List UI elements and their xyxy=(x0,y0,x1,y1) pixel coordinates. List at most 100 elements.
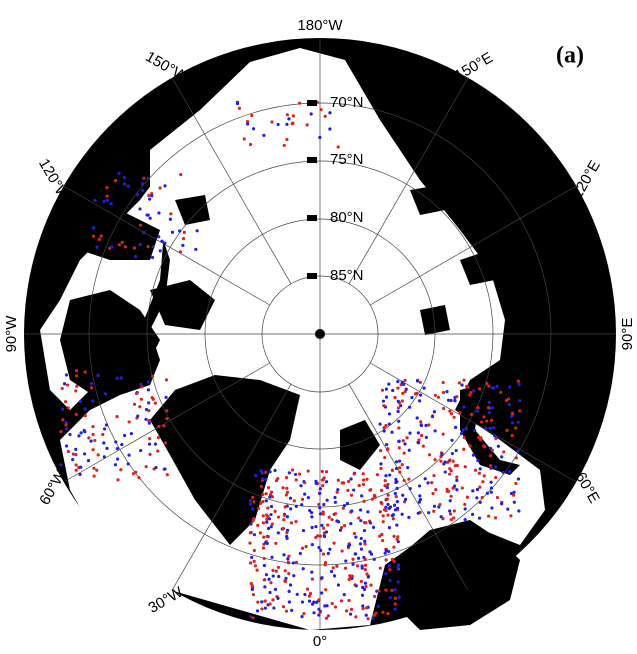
dot xyxy=(290,608,294,612)
dot xyxy=(396,563,401,567)
dot xyxy=(181,237,186,241)
siberian-islands xyxy=(410,185,495,335)
dot xyxy=(359,519,363,523)
dot xyxy=(347,577,351,582)
dot xyxy=(372,557,376,561)
dot xyxy=(127,453,131,457)
dot xyxy=(282,553,286,557)
dot xyxy=(312,600,316,604)
dot xyxy=(250,113,254,118)
dot xyxy=(377,589,381,593)
dot xyxy=(285,113,289,117)
dot xyxy=(269,581,273,585)
dot xyxy=(502,450,506,454)
dot xyxy=(261,492,265,497)
dot xyxy=(445,487,449,491)
dot xyxy=(89,386,94,390)
dot xyxy=(248,615,253,619)
dot xyxy=(468,444,472,448)
dot xyxy=(365,477,369,481)
dot xyxy=(509,514,513,518)
dot xyxy=(266,486,271,490)
dot xyxy=(381,539,385,543)
dot xyxy=(385,448,390,452)
dot xyxy=(284,476,289,480)
dot xyxy=(342,523,347,528)
dot xyxy=(321,484,325,488)
dot xyxy=(485,381,489,386)
dot xyxy=(305,123,309,127)
dot xyxy=(251,495,255,500)
dot xyxy=(294,520,298,524)
dot xyxy=(181,243,185,247)
dot xyxy=(396,535,400,539)
dot xyxy=(281,605,286,609)
dot xyxy=(306,495,310,500)
dot xyxy=(345,501,350,506)
dot xyxy=(354,535,358,539)
dot xyxy=(388,578,392,583)
dot xyxy=(403,390,407,394)
dot xyxy=(64,444,69,448)
dot xyxy=(385,443,389,447)
dot xyxy=(495,495,500,500)
dot xyxy=(368,550,372,554)
dot xyxy=(168,217,172,221)
dot xyxy=(335,490,339,494)
dot xyxy=(423,477,427,481)
dot xyxy=(147,442,152,446)
svalbard xyxy=(340,420,380,470)
dot xyxy=(318,512,323,516)
dot xyxy=(400,380,404,384)
dot xyxy=(490,448,494,452)
dot xyxy=(263,585,267,589)
dot xyxy=(439,454,443,459)
dot xyxy=(318,506,322,510)
dot xyxy=(518,409,522,413)
dot xyxy=(170,230,175,234)
dot xyxy=(282,518,286,522)
dot xyxy=(352,488,356,492)
dot xyxy=(315,600,319,604)
dot xyxy=(79,431,83,435)
dot xyxy=(353,552,357,556)
dot xyxy=(407,405,412,409)
dot xyxy=(501,470,505,474)
dot xyxy=(250,555,254,560)
dot xyxy=(462,378,466,382)
dot xyxy=(387,412,392,416)
dot xyxy=(320,576,324,580)
dot xyxy=(93,198,97,203)
dot xyxy=(397,426,401,430)
dot xyxy=(258,531,262,535)
dot xyxy=(397,439,401,443)
dot xyxy=(344,559,348,563)
dot xyxy=(136,414,140,418)
dot xyxy=(418,393,423,397)
dot xyxy=(394,466,399,471)
dot xyxy=(396,580,400,584)
dot xyxy=(99,234,103,238)
latitude-tick xyxy=(307,157,317,163)
dot xyxy=(255,568,259,572)
dot xyxy=(251,519,255,523)
dot xyxy=(91,448,95,452)
dot xyxy=(381,520,385,524)
dot xyxy=(148,452,152,456)
dot xyxy=(132,246,136,250)
dot xyxy=(395,486,399,490)
dot xyxy=(454,425,458,429)
dot xyxy=(324,470,329,474)
dot xyxy=(388,595,392,600)
dot xyxy=(165,409,169,413)
dot xyxy=(248,502,253,506)
dot xyxy=(506,397,511,401)
dot xyxy=(485,491,489,495)
dot xyxy=(300,600,305,604)
dot xyxy=(500,455,504,459)
dot xyxy=(472,389,476,393)
greenland xyxy=(150,375,300,545)
dot xyxy=(134,254,138,259)
dot xyxy=(453,399,457,403)
dot xyxy=(272,606,276,610)
